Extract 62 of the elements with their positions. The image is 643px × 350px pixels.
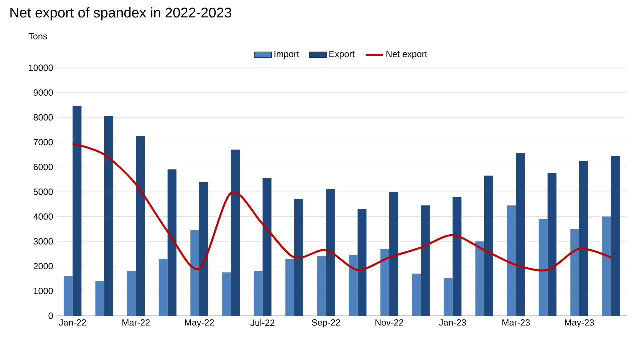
bar <box>96 281 105 316</box>
y-tick-label: 1000 <box>34 288 54 294</box>
bar <box>412 274 422 316</box>
legend-label: Net export <box>386 51 428 60</box>
bar <box>286 258 295 316</box>
bar <box>127 271 136 316</box>
x-tick-label: Mar-23 <box>502 320 530 326</box>
legend-label: Import <box>274 51 300 60</box>
bar <box>507 206 516 316</box>
legend-label: Export <box>330 51 355 60</box>
bar <box>200 182 208 316</box>
bar <box>358 209 367 316</box>
x-tick-label: Jan-22 <box>59 320 86 326</box>
bar <box>262 178 272 316</box>
x-tick-label: Sep-22 <box>312 320 340 328</box>
bar <box>294 199 304 316</box>
y-tick-label: 0 <box>48 312 54 320</box>
bar <box>222 272 232 316</box>
y-tick-label: 7000 <box>34 139 54 146</box>
bar <box>104 116 114 316</box>
bar <box>380 249 390 316</box>
bar <box>484 176 494 316</box>
chart-title: Net export of spandex in 2022-2023 <box>10 8 232 21</box>
bar <box>64 276 73 316</box>
bar <box>158 258 168 316</box>
y-tick-label: 10000 <box>29 64 54 72</box>
bar <box>579 160 588 316</box>
x-tick-label: Mar-22 <box>122 320 150 326</box>
x-tick-label: Nov-22 <box>376 320 404 326</box>
bar <box>136 136 146 316</box>
y-tick-label: 6000 <box>34 164 54 170</box>
x-tick-label: Jul-22 <box>250 320 275 326</box>
bar <box>326 190 336 316</box>
bar <box>548 173 557 316</box>
bar <box>72 106 82 316</box>
bar <box>390 192 398 316</box>
bar <box>190 230 200 316</box>
bar <box>444 278 453 316</box>
x-tick-label: Jan-23 <box>439 320 466 326</box>
x-tick-label: May-23 <box>565 320 594 328</box>
bar <box>611 156 620 316</box>
bar <box>516 154 526 316</box>
bar <box>421 206 430 316</box>
y-tick-label: 3000 <box>34 238 54 245</box>
bar <box>231 150 240 316</box>
bar <box>317 256 326 316</box>
x-tick-label: May-22 <box>185 320 214 328</box>
y-tick-label: 8000 <box>34 114 54 121</box>
bar <box>348 255 358 316</box>
bar <box>254 271 263 316</box>
y-tick-label: 2000 <box>34 263 54 270</box>
bar <box>168 170 177 316</box>
bar <box>452 196 462 316</box>
y-tick-label: 4000 <box>34 214 54 220</box>
bar <box>602 216 612 316</box>
y-axis-title: Tons <box>28 33 48 40</box>
line-series <box>72 142 612 272</box>
bar <box>476 242 484 316</box>
bar <box>538 219 548 316</box>
y-tick-label: 9000 <box>34 90 54 96</box>
y-tick-label: 5000 <box>34 188 54 196</box>
bar <box>570 229 580 316</box>
